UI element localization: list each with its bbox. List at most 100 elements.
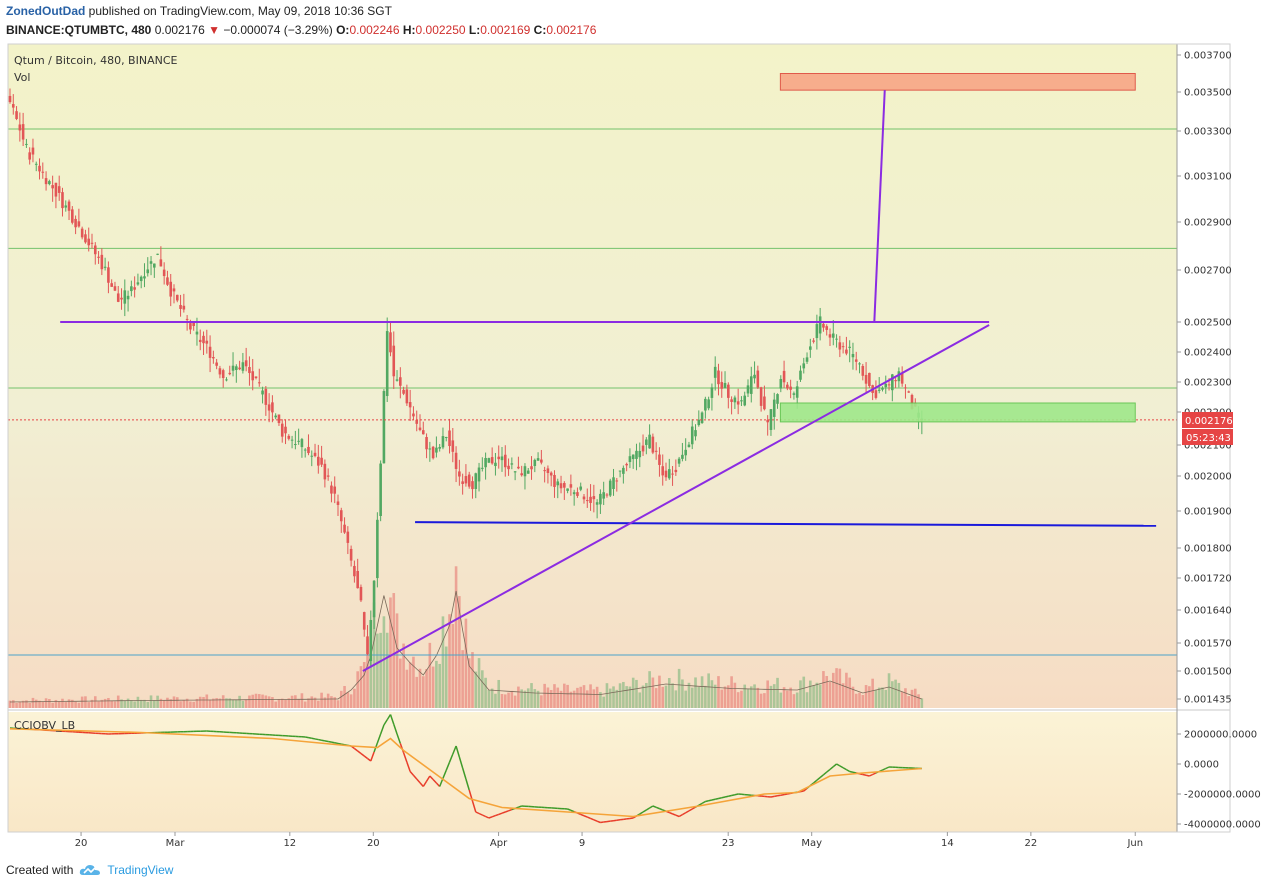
volume-bar [464, 618, 468, 708]
candle-body [428, 448, 432, 450]
cci-segment [383, 719, 388, 726]
volume-bar [540, 695, 543, 708]
candle-body [90, 242, 94, 244]
volume-bar [740, 690, 743, 708]
cci-segment [659, 807, 663, 811]
volume-bar [159, 698, 163, 708]
volume-bar [356, 671, 359, 708]
candle-body [461, 481, 464, 484]
candle-body [681, 454, 684, 459]
ascending-trendline[interactable] [362, 324, 990, 672]
candle-body [80, 228, 84, 238]
publish-line: ZonedOutDad published on TradingView.com… [6, 2, 1266, 21]
volume-bar [412, 656, 415, 708]
volume-bar [530, 683, 533, 708]
volume-bar [8, 700, 12, 708]
volume-bar [851, 686, 855, 708]
x-tick-label: 23 [722, 838, 735, 849]
candle-body [412, 413, 415, 417]
volume-bar [825, 676, 829, 708]
cci-segment [305, 736, 309, 739]
cci-segment [826, 768, 831, 773]
volume-bar [130, 700, 133, 708]
candle-body [399, 377, 402, 386]
cci-segment [862, 773, 867, 776]
tradingview-link[interactable]: TradingView [107, 863, 174, 877]
candle-body [792, 393, 796, 395]
candle-body [110, 283, 113, 287]
candle-body [490, 457, 494, 464]
volume-bar [284, 699, 287, 708]
close-value: 0.002176 [546, 23, 597, 37]
candle-body [248, 366, 251, 374]
buy-zone[interactable] [779, 402, 1136, 423]
volume-bar [900, 691, 904, 708]
cci-segment [363, 755, 368, 760]
candle-body [553, 474, 556, 487]
volume-bar [881, 687, 884, 708]
volume-bar [490, 688, 494, 708]
cci-segment [783, 793, 788, 796]
candle-body [654, 450, 658, 452]
candle-body [133, 287, 136, 290]
volume-bar [67, 699, 71, 708]
volume-bar [369, 657, 373, 708]
candle-body [103, 266, 107, 268]
volume-bar [481, 670, 484, 708]
candle-body [822, 323, 825, 328]
candle-body [74, 218, 77, 228]
candle-body [645, 439, 648, 445]
volume-bar [317, 700, 320, 708]
cci-segment [770, 795, 775, 798]
price-pane[interactable] [8, 44, 1177, 708]
cci-segment [869, 773, 873, 777]
candle-body [602, 492, 605, 499]
y-tick-label: 0.003100 [1184, 172, 1232, 183]
volume-bar [635, 679, 638, 708]
volume-bar [25, 700, 28, 708]
cci-segment [682, 812, 687, 816]
volume-bar [74, 701, 77, 708]
candle-body [425, 437, 428, 450]
candle-body [887, 384, 891, 386]
volume-bar [277, 698, 281, 708]
candle-body [779, 378, 783, 389]
indicator-pane[interactable] [8, 712, 1177, 832]
candle-body [251, 371, 255, 381]
candle-body [599, 493, 602, 505]
y-tick-label: 0.003700 [1184, 51, 1232, 62]
x-tick-label: 20 [367, 838, 380, 849]
volume-bar [517, 686, 520, 708]
volume-bar [146, 701, 150, 708]
volume-bar [11, 700, 15, 708]
candle-body [749, 376, 753, 394]
cci-segment [839, 765, 844, 769]
cci-segment [675, 814, 680, 818]
candle-body [874, 390, 878, 398]
cci-segment [475, 811, 480, 815]
candle-body [244, 360, 248, 367]
volume-bar [802, 676, 806, 708]
y-tick-label: 0.002900 [1184, 218, 1232, 229]
support-line[interactable] [415, 521, 1157, 527]
volume-bar [261, 694, 264, 708]
target-move-line[interactable] [873, 90, 886, 323]
candle-body [389, 332, 392, 353]
candle-body [330, 485, 333, 494]
candle-body [592, 496, 596, 500]
author-link[interactable]: ZonedOutDad [6, 4, 86, 18]
volume-bar [854, 693, 858, 708]
candle-body [743, 395, 747, 406]
cci-segment [642, 809, 647, 813]
cci-segment [485, 815, 490, 819]
candle-body [385, 331, 389, 397]
low-label: L: [468, 23, 481, 37]
candle-body [274, 415, 277, 418]
high-label: H: [402, 23, 416, 37]
volume-bar [90, 699, 94, 708]
target-zone[interactable] [779, 73, 1136, 91]
last-price: 0.002176 [154, 23, 205, 37]
candle-body [349, 548, 353, 561]
volume-bar [920, 698, 924, 708]
